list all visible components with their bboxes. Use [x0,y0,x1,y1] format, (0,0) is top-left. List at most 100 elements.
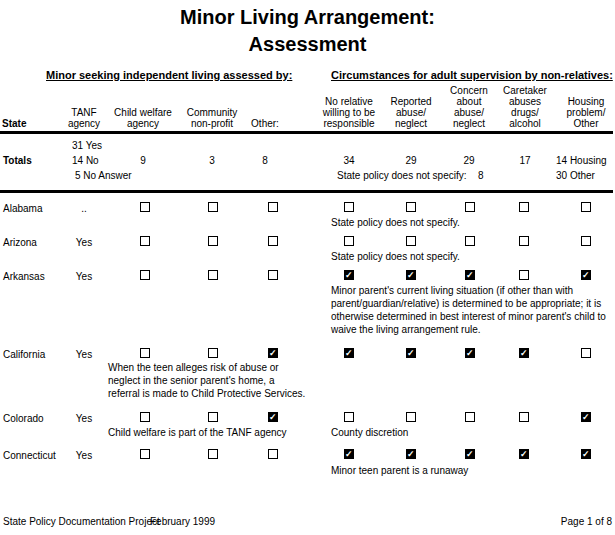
checkbox-reported-abuse[interactable] [406,412,416,422]
checkbox-no-relative[interactable] [344,449,354,459]
page-title-line1: Minor Living Arrangement: [0,4,615,31]
checkbox-caretaker-abuses[interactable] [519,412,529,422]
checkbox-child-welfare[interactable] [140,202,150,212]
totals-caretaker: 17 [498,155,552,166]
totals-tanf-no-answer: 5 No Answer [75,170,132,181]
checkbox-caretaker-abuses[interactable] [519,202,529,212]
checkbox-housing-problem[interactable] [581,236,591,246]
checkbox-no-relative[interactable] [344,412,354,422]
totals-other: 8 [240,155,290,166]
column-header-no-relative: No relative willing to be responsible [319,96,379,129]
totals-no-relative: 34 [319,155,379,166]
checkbox-housing-problem[interactable] [581,348,591,358]
totals-divider [0,190,613,193]
group-header-circumstances: Circumstances for adult supervision by n… [331,69,613,81]
state-note: County discretion [331,426,613,439]
tanf-value: Yes [57,237,111,248]
checkbox-concern-abuse[interactable] [465,270,475,280]
checkbox-community-nonprofit[interactable] [208,449,218,459]
checkbox-caretaker-abuses[interactable] [519,270,529,280]
checkbox-child-welfare[interactable] [140,449,150,459]
checkbox-child-welfare[interactable] [140,270,150,280]
checkbox-other[interactable] [268,412,278,422]
checkbox-no-relative[interactable] [344,202,354,212]
column-header-other: Other: [240,118,290,129]
checkbox-child-welfare[interactable] [140,412,150,422]
checkbox-reported-abuse[interactable] [406,348,416,358]
header-divider [0,131,613,134]
column-header-concern-abuse: Concern about abuse/ neglect [444,85,494,129]
checkbox-community-nonprofit[interactable] [208,348,218,358]
state-name: Arkansas [3,271,45,282]
checkbox-caretaker-abuses[interactable] [519,449,529,459]
state-note: Child welfare is part of the TANF agency [108,426,287,439]
checkbox-community-nonprofit[interactable] [208,202,218,212]
totals-reported: 29 [386,155,436,166]
state-name: Colorado [3,413,44,424]
checkbox-other[interactable] [268,348,278,358]
checkbox-concern-abuse[interactable] [465,202,475,212]
totals-tanf-yes: 31 Yes [72,140,102,151]
checkbox-housing-problem[interactable] [581,202,591,212]
totals-community: 3 [181,155,243,166]
document-page: Minor Living Arrangement: Assessment Min… [0,0,615,535]
tanf-value: Yes [57,349,111,360]
checkbox-housing-problem[interactable] [581,412,591,422]
checkbox-no-relative[interactable] [344,236,354,246]
checkbox-concern-abuse[interactable] [465,348,475,358]
state-note: State policy does not specify. [331,216,613,229]
checkbox-housing-problem[interactable] [581,449,591,459]
checkbox-concern-abuse[interactable] [465,449,475,459]
checkbox-caretaker-abuses[interactable] [519,236,529,246]
column-header-state: State [2,118,26,129]
column-header-community-nonprofit: Community non-profit [181,107,243,129]
state-name: California [3,349,45,360]
checkbox-no-relative[interactable] [344,270,354,280]
page-title: Minor Living Arrangement: Assessment [0,4,615,58]
page-title-line2: Assessment [0,31,615,58]
tanf-value: Yes [57,413,111,424]
totals-not-specify-value: 8 [478,170,484,181]
state-note: Minor teen parent is a runaway [331,464,613,477]
tanf-value: .. [57,203,111,214]
group-header-assessed-by: Minor seeking independent living assesse… [46,69,292,81]
column-header-child-welfare-agency: Child welfare agency [113,107,173,129]
checkbox-other[interactable] [268,449,278,459]
checkbox-other[interactable] [268,202,278,212]
state-name: Alabama [3,203,42,214]
checkbox-child-welfare[interactable] [140,348,150,358]
checkbox-other[interactable] [268,270,278,280]
tanf-value: Yes [57,450,111,461]
checkbox-community-nonprofit[interactable] [208,236,218,246]
footer-date: February 1999 [150,516,215,527]
totals-housing-line2: 30 Other [556,170,595,181]
checkbox-housing-problem[interactable] [581,270,591,280]
totals-housing-line1: 14 Housing [556,155,607,166]
column-header-caretaker-abuses: Caretaker abuses drugs/ alcohol [498,85,552,129]
checkbox-other[interactable] [268,236,278,246]
column-header-tanf-agency: TANF agency [57,107,111,129]
state-note: Minor parent's current living situation … [331,284,613,336]
state-note: When the teen alleges risk of abuse or n… [108,361,308,400]
checkbox-community-nonprofit[interactable] [208,412,218,422]
state-name: Connecticut [3,450,56,461]
checkbox-concern-abuse[interactable] [465,412,475,422]
checkbox-child-welfare[interactable] [140,236,150,246]
footer-page-number: Page 1 of 8 [561,516,612,527]
totals-child-welfare: 9 [113,155,173,166]
state-name: Arizona [3,237,37,248]
checkbox-no-relative[interactable] [344,348,354,358]
checkbox-reported-abuse[interactable] [406,449,416,459]
column-header-reported-abuse: Reported abuse/ neglect [386,96,436,129]
checkbox-reported-abuse[interactable] [406,270,416,280]
state-note: State policy does not specify. [331,250,613,263]
column-header-housing-problem: Housing problem/ Other [557,96,615,129]
checkbox-caretaker-abuses[interactable] [519,348,529,358]
tanf-value: Yes [57,271,111,282]
checkbox-community-nonprofit[interactable] [208,270,218,280]
checkbox-reported-abuse[interactable] [406,202,416,212]
footer-project-name: State Policy Documentation Project [3,516,160,527]
checkbox-reported-abuse[interactable] [406,236,416,246]
checkbox-concern-abuse[interactable] [465,236,475,246]
totals-tanf-no: 14 No [72,155,99,166]
